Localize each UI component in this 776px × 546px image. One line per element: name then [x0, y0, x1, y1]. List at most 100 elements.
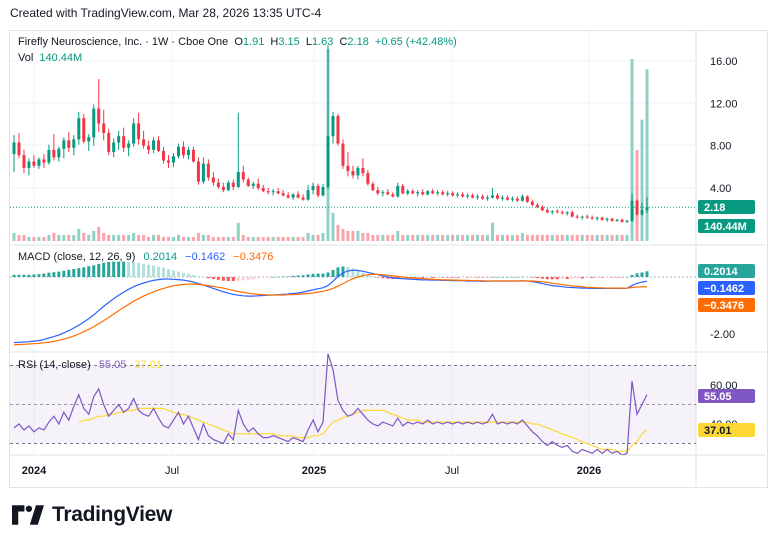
candle-body [261, 188, 265, 192]
candle-body [256, 183, 260, 188]
candle-body [640, 210, 644, 215]
candle-body [186, 149, 190, 156]
axes: 16.0012.008.004.00-2.0060.0040.002024Jul… [22, 56, 738, 477]
macd-histogram-bar [565, 277, 569, 279]
candle-body [196, 161, 200, 182]
volume-bar [32, 236, 36, 241]
candle-body [421, 192, 425, 195]
macd-histogram-bar [386, 277, 390, 279]
candle-body [72, 139, 76, 148]
volume-bar [416, 234, 420, 241]
volume-bar [311, 234, 315, 241]
close-value: 2.18 [347, 36, 369, 48]
volume-bar [316, 234, 320, 241]
rsi-title[interactable]: RSI (14, close) [18, 359, 91, 371]
macd-title[interactable]: MACD (close, 12, 26, 9) [18, 251, 136, 263]
macd-histogram-bar [336, 267, 340, 277]
macd-line-value: −0.1462 [185, 251, 226, 263]
volume-bar [565, 234, 569, 241]
macd-histogram-bar [505, 277, 509, 278]
macd-histogram-bar [366, 274, 370, 277]
macd-histogram-bar [471, 277, 475, 278]
macd-histogram-bar [201, 277, 205, 278]
macd-histogram-bar [515, 277, 519, 278]
candle-body [142, 139, 146, 146]
candle-body [540, 207, 544, 211]
candle-body [231, 182, 235, 187]
volume-bar [87, 234, 91, 241]
macd-histogram-bar [127, 261, 131, 277]
candle-body [331, 116, 335, 137]
macd-histogram-bar [266, 277, 270, 278]
macd-histogram-bar [102, 262, 106, 277]
macd-histogram-bar [176, 271, 180, 277]
volume-bar [112, 234, 116, 241]
candle-body [481, 196, 485, 199]
candle-body [147, 145, 151, 150]
candle-body [411, 191, 415, 194]
tradingview-logo[interactable]: TradingView [12, 503, 172, 527]
macd-histogram-bar [206, 277, 210, 279]
rsi-ma-badge: 37.01 [704, 425, 732, 437]
volume-bar [102, 232, 106, 241]
volume-bar [635, 150, 639, 241]
macd-histogram-bar [296, 275, 300, 277]
macd-legend: MACD (close, 12, 26, 9) 0.2014 −0.1462 −… [18, 251, 273, 263]
candle-body [47, 149, 51, 163]
candle-body [221, 186, 225, 191]
volume-bar [331, 212, 335, 241]
macd-histogram-bar [92, 265, 96, 277]
macd-histogram-bar [301, 275, 305, 277]
volume-bar [431, 234, 435, 241]
price-badge: 2.18 [704, 202, 725, 214]
volume-bar [291, 236, 295, 241]
volume-bar [97, 226, 101, 241]
candle-body [381, 192, 385, 194]
volume-bar [261, 236, 265, 241]
macd-histogram-bar [256, 277, 260, 279]
macd-histogram-bar [555, 277, 559, 280]
candle-body [102, 123, 106, 133]
macd-hist-badge: 0.2014 [704, 266, 739, 278]
macd-histogram-bar [221, 277, 225, 281]
macd-histogram-bar [32, 274, 36, 277]
candle-body [351, 171, 355, 176]
macd-histogram-bar [27, 274, 31, 277]
candle-body [52, 149, 56, 158]
candle-body [406, 191, 410, 194]
volume-bar [421, 234, 425, 241]
candle-body [22, 155, 26, 168]
candlestick-series[interactable] [10, 45, 696, 223]
candle-body [476, 196, 480, 198]
volume-bar [615, 234, 619, 241]
volume-bar [266, 236, 270, 241]
candle-body [271, 191, 275, 193]
macd-histogram-bar [321, 273, 325, 277]
macd-histogram-bar [47, 272, 51, 277]
candle-body [401, 185, 405, 194]
volume-bar [540, 234, 544, 241]
candle-body [471, 195, 475, 198]
rsi-badge: 55.05 [704, 391, 732, 403]
candle-body [276, 191, 280, 194]
macd-histogram-bar [261, 277, 265, 278]
macd-histogram-bar [441, 277, 445, 278]
time-tick-label: Jul [165, 465, 179, 477]
candle-body [505, 197, 509, 200]
candle-body [32, 161, 36, 166]
volume-bar [211, 236, 215, 241]
volume-bar [42, 236, 46, 241]
price-badges: 2.18 140.44M 0.2014 −0.1462 −0.3476 55.05 37.0… [698, 200, 755, 437]
macd-histogram-bar [481, 277, 485, 278]
volume-bar [186, 236, 190, 241]
macd-hist-badge-bg [698, 264, 755, 278]
volume-bar [391, 234, 395, 241]
rsi-value: 55.05 [98, 359, 127, 371]
macd-histogram-bar [575, 277, 579, 279]
macd-histogram-bar [231, 277, 235, 281]
tradingview-logo-icon [12, 505, 44, 525]
symbol-title[interactable]: Firefly Neuroscience, Inc. · 1W · Cboe O… [18, 36, 229, 48]
volume-bar [271, 236, 275, 241]
close-label: C [339, 36, 348, 48]
